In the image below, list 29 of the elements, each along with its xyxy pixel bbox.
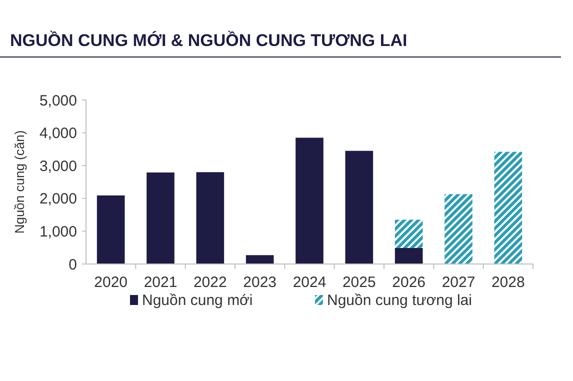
x-tick-label: 2023 [243,274,277,291]
bar [394,248,423,264]
y-tick-label: 1,000 [39,223,77,240]
bar [196,172,224,264]
y-tick-label: 3,000 [39,158,77,175]
y-tick-label: 0 [68,256,77,274]
chart-title: NGUỒN CUNG MỚI & NGUỒN CUNG TƯƠNG LAI [10,30,408,50]
y-tick-label: 4,000 [39,125,77,142]
bar [296,138,324,264]
x-tick-label: 2028 [491,274,525,291]
x-tick-label: 2020 [94,274,128,291]
y-tick-label: 2,000 [39,190,77,208]
bar [444,194,472,264]
bar [96,195,125,264]
y-tick-label: 5,000 [39,92,77,110]
x-tick-label: 2027 [442,274,476,291]
bar [494,152,522,264]
x-tick-label: 2026 [392,274,426,291]
bar [146,172,174,264]
x-tick-label: 2025 [342,274,376,291]
x-tick-label: 2024 [292,274,326,291]
bar [246,255,274,264]
bar [345,150,374,264]
y-axis-title: Nguồn cung (căn) [12,130,27,234]
x-tick-label: 2022 [193,274,227,291]
bar [394,220,423,248]
legend-label: Nguồn cung tương lai [327,292,472,309]
x-tick-label: 2021 [144,274,178,291]
legend-label: Nguồn cung mới [142,292,253,309]
